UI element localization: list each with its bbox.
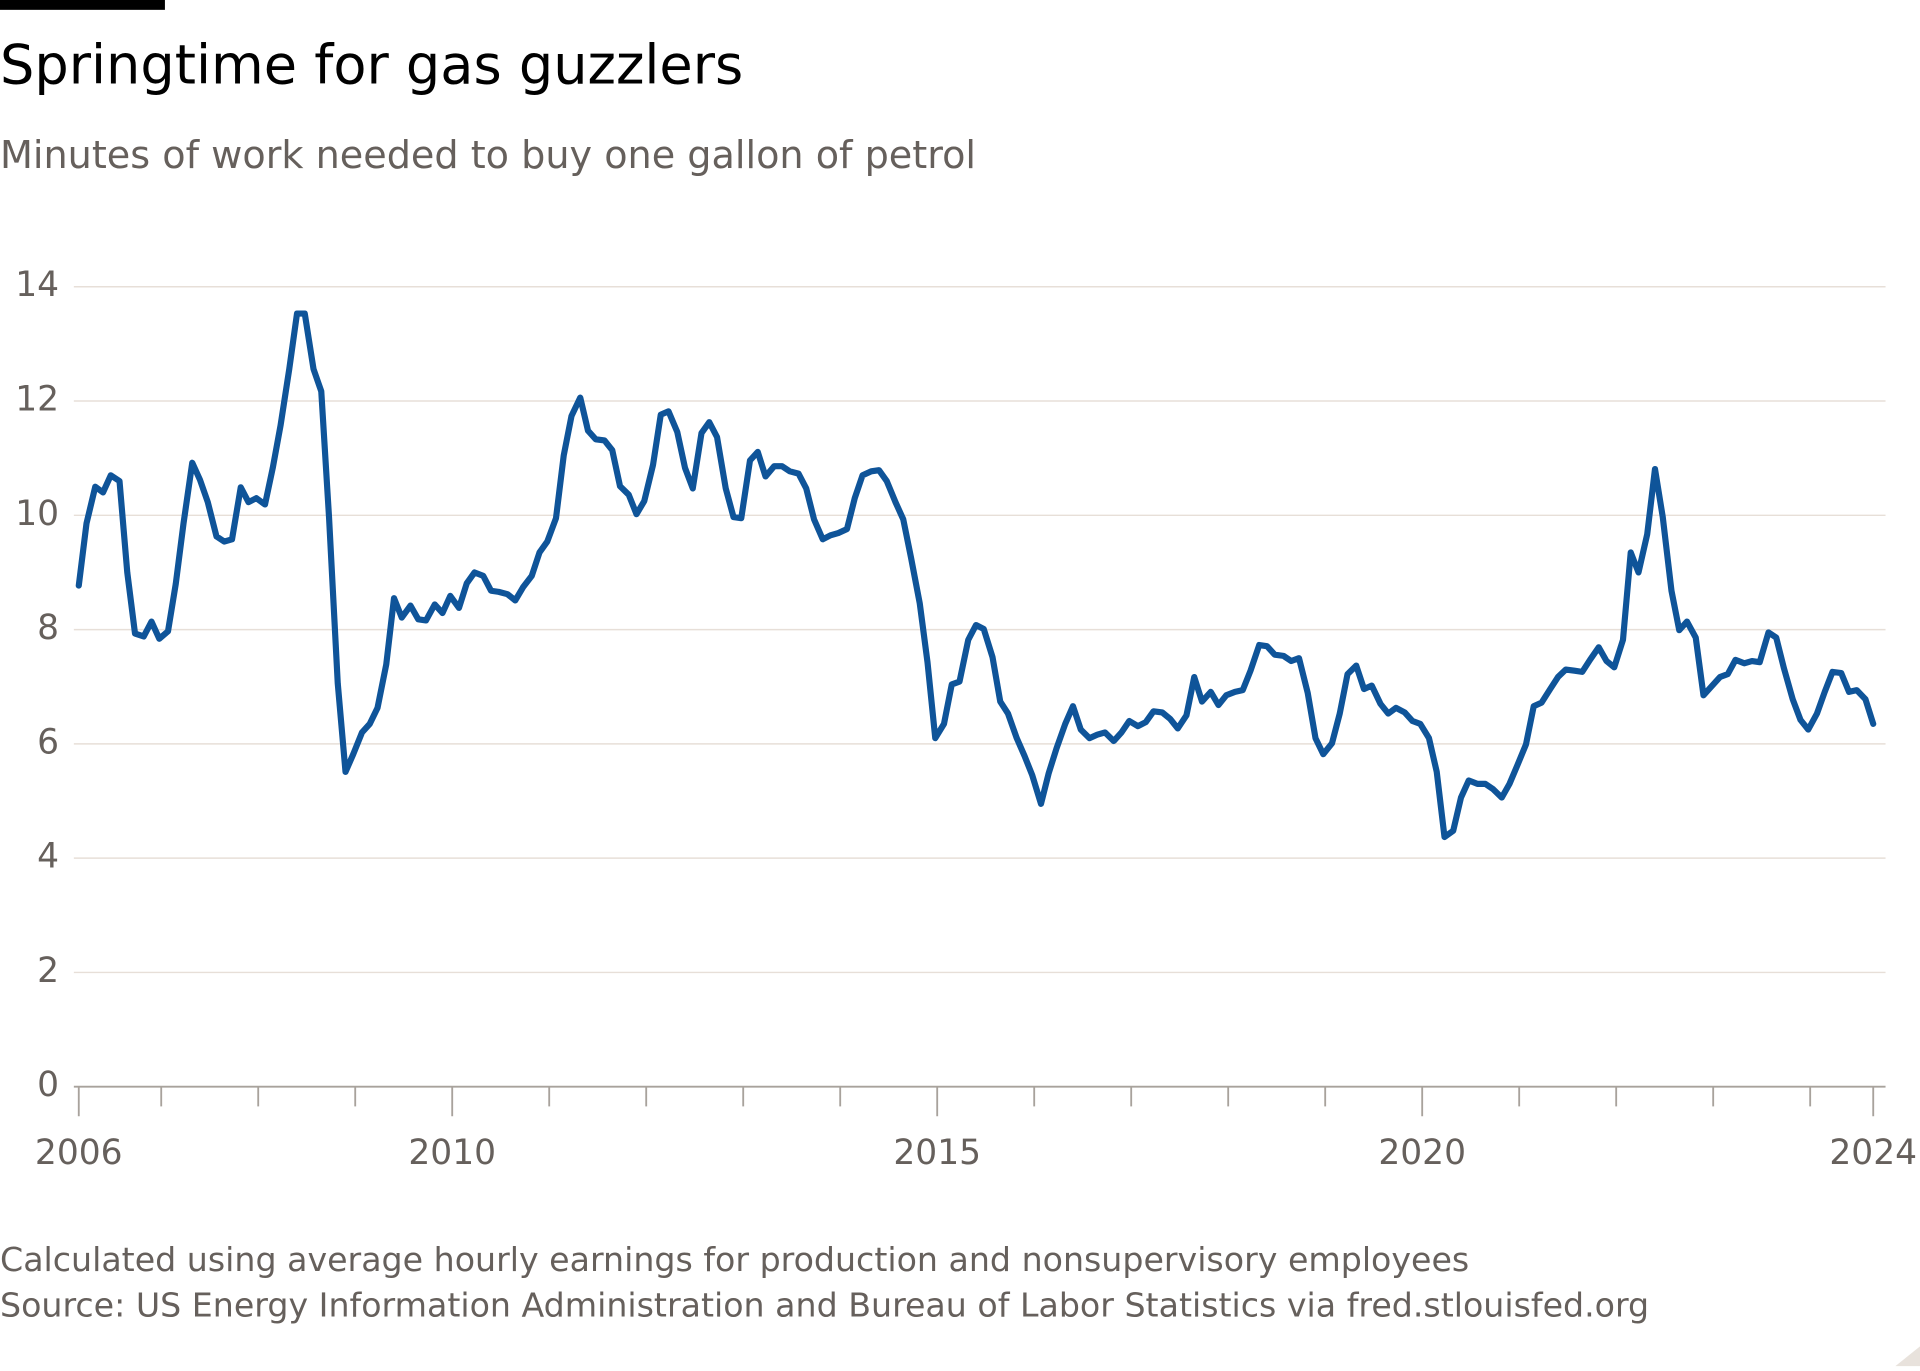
x-tick-label: 2024 (1829, 1133, 1917, 1173)
footnote: Calculated using average hourly earnings… (0, 1240, 1469, 1279)
y-tick-label: 12 (15, 380, 59, 420)
y-tick-label: 2 (37, 951, 59, 991)
y-tick-label: 8 (37, 608, 59, 648)
chart-subtitle: Minutes of work needed to buy one gallon… (0, 133, 976, 177)
y-tick-label: 4 (37, 837, 59, 877)
y-tick-label: 10 (15, 494, 59, 534)
x-tick-label: 2006 (35, 1133, 123, 1173)
chart-title: Springtime for gas guzzlers (0, 34, 743, 97)
brand-bar (0, 0, 165, 10)
x-tick-label: 2015 (893, 1133, 981, 1173)
corner-mark (1895, 1346, 1920, 1367)
source: Source: US Energy Information Administra… (0, 1286, 1649, 1325)
x-tick-label: 2010 (408, 1133, 496, 1173)
y-tick-label: 6 (37, 722, 59, 762)
y-tick-label: 0 (37, 1065, 59, 1105)
x-tick-label: 2020 (1378, 1133, 1466, 1173)
data-line (75, 310, 1877, 841)
y-tick-label: 14 (15, 265, 59, 305)
